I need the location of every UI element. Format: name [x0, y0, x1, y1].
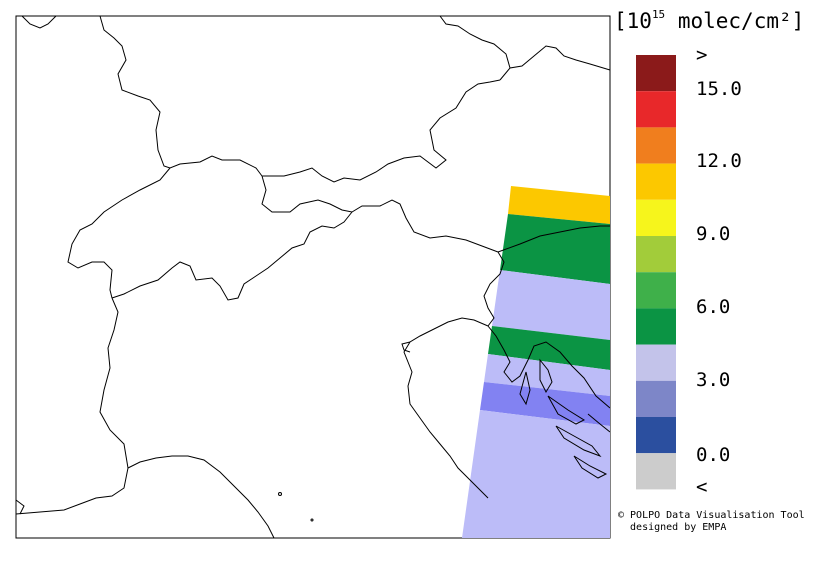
- islands-cres: [519, 371, 531, 406]
- legend-tick-label: 9.0: [696, 223, 731, 245]
- coast-adriatic: [403, 317, 489, 499]
- border-switzerland-germany: [261, 175, 499, 253]
- legend-bin: [636, 417, 676, 454]
- swath-segment: [480, 382, 610, 426]
- legend-tick-label: 12.0: [696, 150, 742, 172]
- legend-bin: [636, 236, 676, 273]
- legend-bin: [636, 91, 676, 128]
- coast-venice: [401, 341, 411, 353]
- border-switzerland-italy: [111, 211, 353, 301]
- coast-corsica: [15, 499, 25, 515]
- border-austria-slovenia: [497, 225, 610, 253]
- border-france-switzerland: [67, 167, 171, 299]
- border-france-germany: [99, 15, 263, 177]
- legend-bin: [636, 199, 676, 236]
- border-germany-czech: [439, 15, 511, 69]
- islands-krk: [539, 358, 553, 394]
- swath-segment: [488, 326, 610, 370]
- islands-dalmatia-3: [573, 455, 608, 479]
- swath-segment: [492, 270, 610, 340]
- credit-line-2: designed by EMPA: [618, 522, 727, 533]
- island-elba: [278, 492, 282, 496]
- border-lines: [15, 15, 611, 539]
- swath-segment: [508, 186, 610, 224]
- swath-segment: [462, 410, 610, 538]
- legend-tick-label: 15.0: [696, 78, 742, 100]
- islands-dalmatia-2: [555, 425, 602, 458]
- swath-segment: [500, 214, 610, 284]
- legend-color-bar: [636, 55, 676, 490]
- legend-bin: [636, 127, 676, 164]
- legend-bin: [636, 453, 676, 490]
- island-small: [310, 518, 314, 522]
- border-italy-slovenia: [483, 251, 505, 327]
- coast-istria: [487, 325, 611, 409]
- legend-tick-label: >: [696, 44, 708, 66]
- border-czech-austria: [499, 45, 611, 81]
- legend-bin: [636, 380, 676, 417]
- credit-line-1: © POLPO Data Visualisation Tool: [618, 510, 805, 521]
- legend-tick-label: 0.0: [696, 444, 731, 466]
- coast-italy: [127, 455, 275, 539]
- legend-unit-title: [1015 molec/cm²]: [614, 8, 805, 33]
- legend-tick-label: 3.0: [696, 369, 731, 391]
- legend-bin: [636, 344, 676, 381]
- border-luxembourg: [21, 15, 57, 29]
- legend-bin: [636, 55, 676, 92]
- legend-bin: [636, 272, 676, 309]
- islands-dalmatia-4: [587, 413, 611, 433]
- legend-tick-label: <: [696, 476, 708, 498]
- islands-dalmatia-1: [547, 395, 586, 425]
- legend-bin: [636, 163, 676, 200]
- border-germany-austria: [262, 79, 501, 183]
- legend-bin: [636, 308, 676, 345]
- border-italy-france: [15, 297, 129, 515]
- legend-tick-label: 6.0: [696, 296, 731, 318]
- satellite-swath: [462, 186, 610, 538]
